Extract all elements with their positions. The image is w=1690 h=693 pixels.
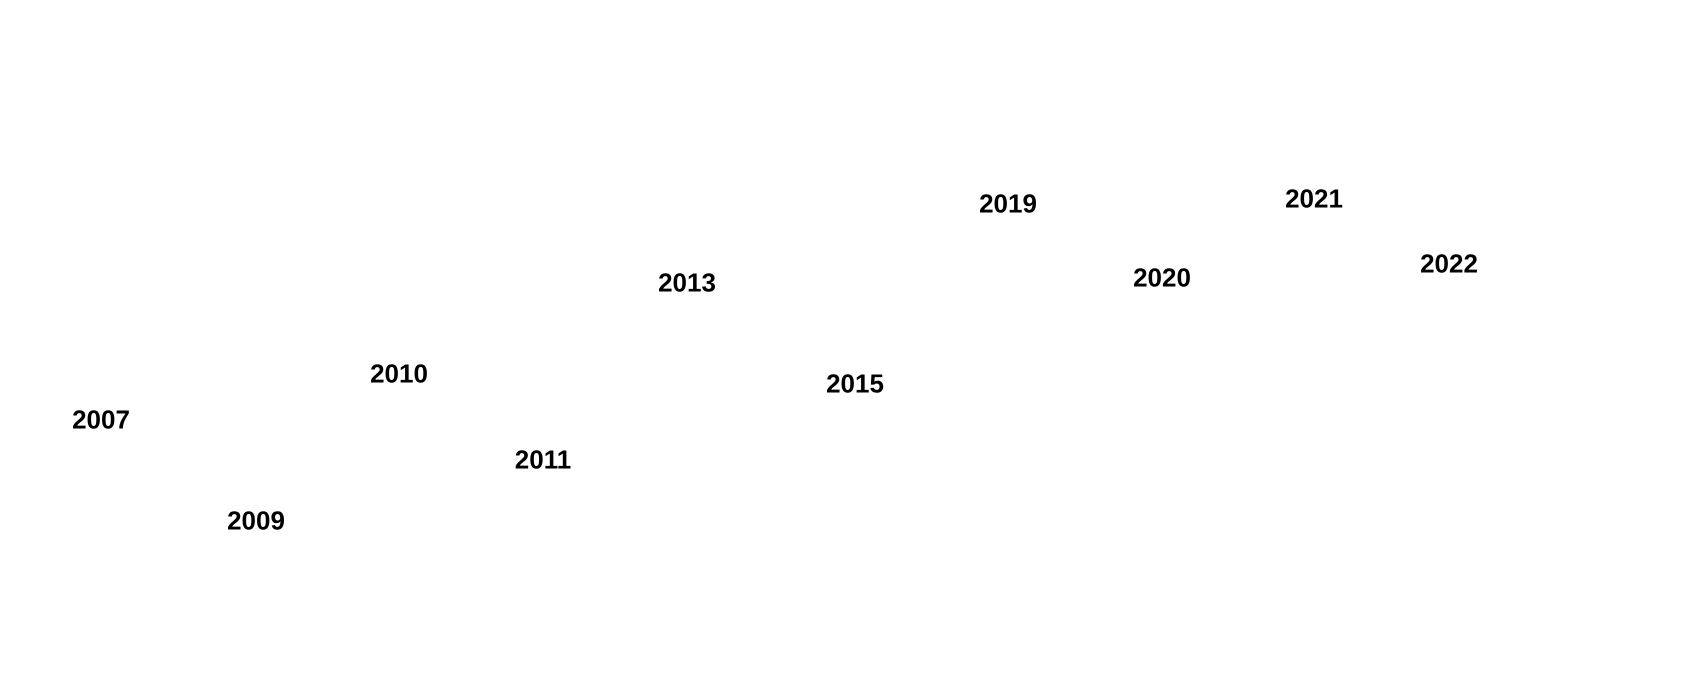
year-label-2013: 2013 — [658, 268, 716, 299]
year-label-2009: 2009 — [227, 506, 285, 537]
year-label-2011: 2011 — [515, 445, 571, 476]
year-label-2007: 2007 — [72, 405, 130, 436]
year-label-2015: 2015 — [826, 369, 884, 400]
year-label-2022: 2022 — [1420, 249, 1478, 280]
year-label-2020: 2020 — [1133, 263, 1191, 294]
year-label-2010: 2010 — [370, 359, 428, 390]
year-label-2019: 2019 — [979, 189, 1037, 220]
year-label-2021: 2021 — [1285, 184, 1343, 215]
